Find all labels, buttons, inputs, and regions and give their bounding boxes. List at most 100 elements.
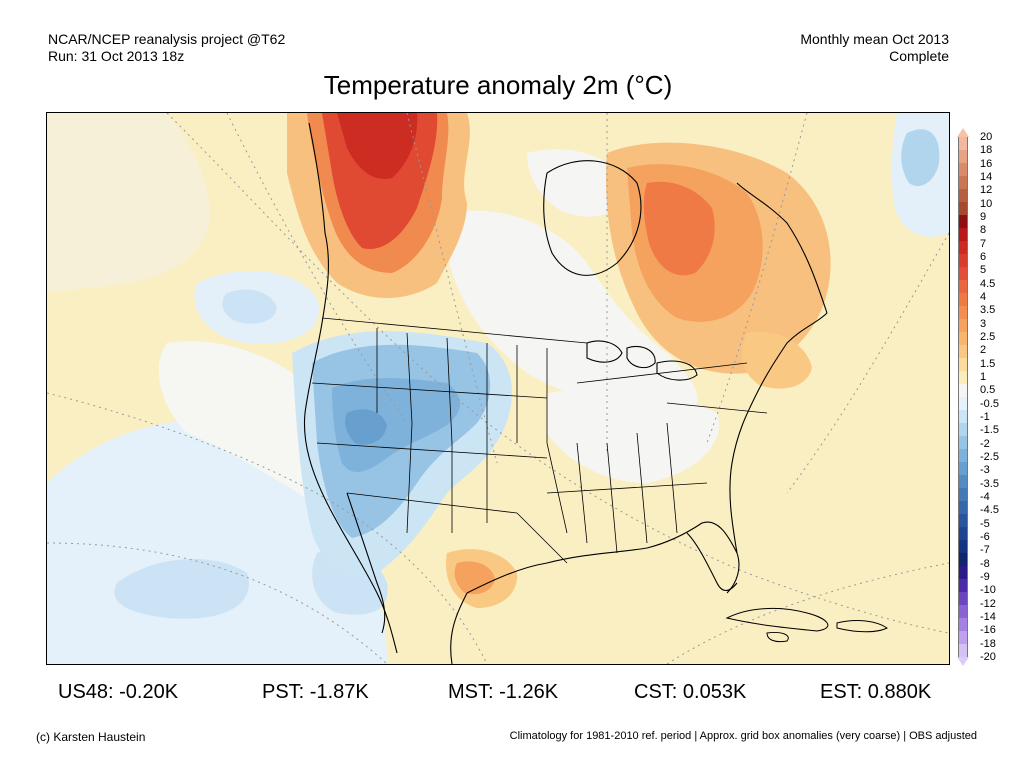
period-line-2: Complete [889, 48, 949, 64]
colorbar-tick-label: -14 [980, 611, 996, 623]
colorbar-segment [958, 605, 968, 618]
colorbar-tick-label: -16 [980, 624, 996, 637]
map-canvas [47, 113, 949, 664]
colorbar-segment [958, 163, 968, 176]
colorbar-tick-label: 4 [980, 291, 987, 303]
colorbar-tick-label: 20 [980, 131, 993, 143]
colorbar-tick-label: -4.5 [980, 504, 999, 517]
colorbar-segment [958, 462, 968, 475]
anomaly-region [901, 129, 940, 187]
colorbar-tick-label: 9 [980, 211, 987, 223]
colorbar-segment [958, 384, 968, 397]
colorbar-segment [958, 137, 968, 150]
colorbar-tick-label: -10 [980, 584, 996, 597]
colorbar-tick-label: -4 [980, 491, 990, 503]
colorbar-segment [958, 358, 968, 371]
colorbar-top-arrow [957, 128, 969, 137]
coastlines [303, 122, 828, 664]
colorbar-segment [958, 254, 968, 267]
colorbar-bottom-arrow [957, 657, 969, 666]
colorbar-tick-label: 10 [980, 197, 993, 210]
colorbar-segment [958, 618, 968, 631]
colorbar-segment [958, 436, 968, 449]
anomaly-region [337, 113, 418, 179]
anomaly-region [345, 409, 387, 445]
colorbar-segment [958, 345, 968, 358]
colorbar-segment [958, 566, 968, 579]
colorbar-segment [958, 319, 968, 332]
colorbar-segment [958, 215, 968, 228]
anomaly-region [643, 181, 715, 276]
colorbar-tick-label: 1.5 [980, 357, 996, 370]
colorbar-tick-label: -6 [980, 531, 990, 543]
colorbar-tick-label: -7 [980, 544, 990, 557]
colorbar-tick-label: 3 [980, 317, 987, 330]
colorbar-segment [958, 176, 968, 189]
region-stats: US48: -0.20K PST: -1.87K MST: -1.26K CST… [0, 681, 1024, 707]
colorbar-segment [958, 371, 968, 384]
colorbar-tick-label: 1 [980, 371, 987, 383]
colorbar-tick-label: 16 [980, 157, 993, 170]
anomaly-region [447, 210, 698, 413]
colorbar-tick-label: -8 [980, 557, 990, 570]
colorbar-tick-label: -0.5 [980, 397, 999, 410]
colorbar-segment [958, 267, 968, 280]
colorbar-segment [958, 475, 968, 488]
colorbar-tick-label: -1.5 [980, 424, 999, 437]
anomaly-region [114, 559, 249, 619]
stat-cst: CST: 0.053K [634, 681, 747, 703]
graticule [47, 113, 949, 664]
colorbar-segment [958, 410, 968, 423]
colorbar-tick-label: 4.5 [980, 277, 996, 290]
colorbar-segment [958, 540, 968, 553]
colorbar-tick-label: 14 [980, 171, 993, 183]
colorbar-tick-label: 7 [980, 237, 987, 250]
source-line-1: NCAR/NCEP reanalysis project @T62 [48, 31, 286, 47]
colorbar-tick-label: -5 [980, 517, 990, 530]
anomaly-region [527, 149, 627, 217]
colorbar-segment [958, 397, 968, 410]
colorbar-tick-label: -2.5 [980, 451, 999, 463]
anomaly-region [332, 378, 461, 473]
colorbar-segment [958, 228, 968, 241]
colorbar-segment [958, 423, 968, 436]
colorbar-segment [958, 150, 968, 163]
colorbar-tick-label: 12 [980, 184, 993, 197]
colorbar-tick-label: 18 [980, 144, 993, 157]
anomaly-region [47, 113, 210, 293]
colorbar-segment [958, 579, 968, 592]
colorbar-tick-label: 5 [980, 264, 987, 277]
anomaly-region [741, 332, 812, 389]
colorbar-tick-label: 2.5 [980, 331, 996, 343]
colorbar-segment [958, 631, 968, 644]
stat-est: EST: 0.880K [820, 681, 932, 703]
stat-mst: MST: -1.26K [448, 681, 559, 703]
colorbar-segment [958, 501, 968, 514]
colorbar-tick-label: -3 [980, 464, 990, 477]
colorbar-segment [958, 514, 968, 527]
colorbar-segment [958, 644, 968, 657]
colorbar-segment [958, 527, 968, 540]
colorbar-tick-label: 6 [980, 251, 987, 263]
period-info: Monthly mean Oct 2013 Complete [800, 31, 949, 65]
colorbar-tick-label: -20 [980, 651, 996, 663]
caribbean-islands [725, 607, 888, 643]
anomaly-map [46, 112, 950, 665]
colorbar-segment [958, 488, 968, 501]
map-title: Temperature anomaly 2m (°C) [323, 70, 673, 100]
source-line-2: Run: 31 Oct 2013 18z [48, 48, 185, 64]
colorbar-segment [958, 293, 968, 306]
colorbar-segment [958, 202, 968, 215]
colorbar-tick-label: 8 [980, 224, 987, 237]
anomaly-region [222, 289, 277, 324]
colorbar-tick-label: -18 [980, 637, 996, 650]
political-borders [311, 317, 768, 564]
colorbar-segment [958, 306, 968, 319]
stat-pst: PST: -1.87K [262, 681, 369, 703]
colorbar-tick-label: -2 [980, 437, 990, 450]
period-line-1: Monthly mean Oct 2013 [800, 31, 949, 47]
colorbar-tick-label: 2 [980, 344, 987, 357]
colorbar-tick-label: -3.5 [980, 477, 999, 490]
footnote: Climatology for 1981-2010 ref. period | … [509, 730, 977, 742]
colorbar-tick-label: 0.5 [980, 384, 996, 397]
